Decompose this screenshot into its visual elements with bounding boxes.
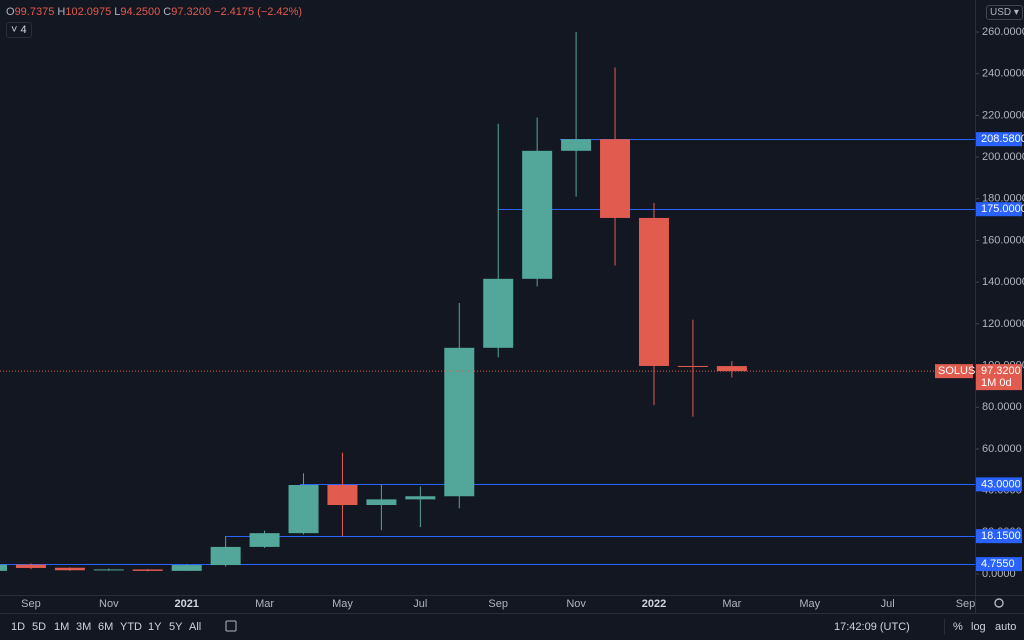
price-line-box xyxy=(976,557,1022,572)
candle-body xyxy=(522,150,553,279)
last-price-box xyxy=(976,364,1022,391)
currency: USD xyxy=(990,7,1012,18)
x-tick-label: Mar xyxy=(255,598,274,610)
y-tick-label: 240.0000 xyxy=(982,68,1024,80)
x-tick-label: Sep xyxy=(488,598,508,610)
symbol-label: SOLUSD xyxy=(938,365,983,377)
label: C xyxy=(163,6,172,18)
candle-body xyxy=(600,139,631,218)
candle-body xyxy=(405,496,436,500)
candle-body xyxy=(171,565,202,571)
y-tick-label: 220.0000 xyxy=(982,109,1024,121)
clock: 17:42:09 (UTC) xyxy=(834,621,910,633)
scale-option[interactable]: log xyxy=(971,621,986,633)
indicator-toggle[interactable]: ˅ 4 xyxy=(6,22,32,38)
candle-body xyxy=(93,569,124,571)
price-line-label: 208.5800 xyxy=(981,133,1024,145)
x-tick-label: Mar xyxy=(722,598,741,610)
x-tick-label: Jul xyxy=(881,598,895,610)
settings-icon[interactable] xyxy=(994,598,1004,608)
x-tick-label: Nov xyxy=(566,598,586,610)
scale-option[interactable]: % xyxy=(953,621,963,633)
candle-body xyxy=(0,564,7,571)
value: 102.0975 xyxy=(65,6,112,18)
range-button[interactable]: 5Y xyxy=(169,621,183,633)
y-tick-label: 260.0000 xyxy=(982,26,1024,38)
candle-body xyxy=(366,499,397,506)
range-button[interactable]: 6M xyxy=(98,621,114,633)
value: 99.7375 xyxy=(14,6,55,18)
range-button[interactable]: 1M xyxy=(54,621,70,633)
last-price-label: 97.3200 xyxy=(981,365,1021,377)
symbol-box xyxy=(935,364,973,379)
countdown-label: 1M 0d xyxy=(981,377,1012,389)
x-tick-label: Nov xyxy=(99,598,119,610)
price-line-label: 43.0000 xyxy=(981,478,1021,490)
range-button[interactable]: 1D xyxy=(11,621,26,633)
candle-body xyxy=(54,567,85,571)
candle-body xyxy=(677,365,708,367)
value: 97.3200 xyxy=(171,6,211,18)
label: L xyxy=(114,6,121,18)
range-button[interactable]: 3M xyxy=(76,621,92,633)
scale-option[interactable]: auto xyxy=(995,621,1017,633)
candle-body xyxy=(638,217,669,366)
y-tick-label: 60.0000 xyxy=(982,443,1022,455)
x-tick-label: Sep xyxy=(956,598,976,610)
candle-body xyxy=(249,533,280,547)
change: −2.4175 (−2.42%) xyxy=(214,6,303,18)
candle-body xyxy=(716,366,747,372)
price-line-label: 175.0000 xyxy=(981,203,1024,215)
x-tick-label: May xyxy=(332,598,353,610)
price-line-label: 4.7550 xyxy=(981,558,1015,570)
price-line-box xyxy=(976,202,1022,217)
price-line-box xyxy=(976,132,1022,147)
y-tick-label: 180.0000 xyxy=(982,193,1024,205)
candle-body xyxy=(444,347,475,497)
candle-body xyxy=(483,278,514,348)
range-button[interactable]: YTD xyxy=(120,621,142,633)
price-line-label: 18.1500 xyxy=(981,530,1021,542)
range-button[interactable]: 1Y xyxy=(148,621,162,633)
x-tick-label: 2021 xyxy=(174,598,198,610)
candle-body xyxy=(132,569,163,571)
label: O xyxy=(6,6,15,18)
range-button[interactable]: All xyxy=(189,621,202,633)
ohlc-legend: O99.7375 H102.0975 L94.2500 C97.3200 −2.… xyxy=(6,6,302,18)
date-range-icon[interactable] xyxy=(225,620,237,632)
x-tick-label: May xyxy=(799,598,820,610)
candle-body xyxy=(210,546,241,566)
indicator-count: 4 xyxy=(20,24,27,36)
range-button[interactable]: 5D xyxy=(32,621,47,633)
candle-body xyxy=(561,139,592,151)
y-tick-label: 140.0000 xyxy=(982,276,1024,288)
y-tick-label: 200.0000 xyxy=(982,151,1024,163)
value: 94.2500 xyxy=(120,6,161,18)
candle-body xyxy=(288,484,319,534)
y-tick-label: 120.0000 xyxy=(982,318,1024,330)
y-tick-label: 80.0000 xyxy=(982,401,1022,413)
x-tick-label: Jul xyxy=(413,598,427,610)
currency-button[interactable]: USD ▾ xyxy=(986,5,1023,20)
y-tick-label: 160.0000 xyxy=(982,234,1024,246)
candle-body xyxy=(15,564,46,568)
x-tick-label: Sep xyxy=(21,598,41,610)
label: H xyxy=(57,6,66,18)
price-line-box xyxy=(976,529,1022,544)
bottom-toolbar: 1D 5D 1M 3M 6M YTD 1Y 5Y All 17:42:09 (UTC)% log au… xyxy=(0,614,1024,640)
candle-body xyxy=(327,484,358,506)
x-tick-label: 2022 xyxy=(642,598,666,610)
price-line-box xyxy=(976,477,1022,492)
